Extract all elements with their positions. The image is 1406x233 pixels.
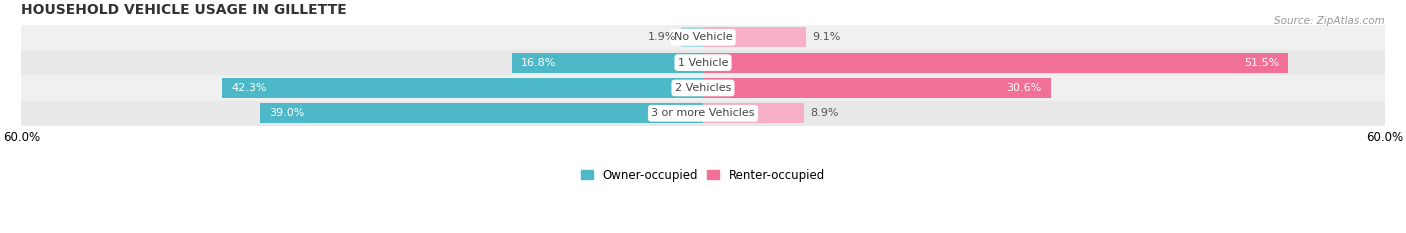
Text: 42.3%: 42.3%	[232, 83, 267, 93]
Bar	[222, 78, 703, 98]
Bar	[512, 53, 703, 72]
Text: HOUSEHOLD VEHICLE USAGE IN GILLETTE: HOUSEHOLD VEHICLE USAGE IN GILLETTE	[21, 3, 347, 17]
Text: 16.8%: 16.8%	[522, 58, 557, 68]
Bar	[21, 50, 1385, 75]
Text: 8.9%: 8.9%	[810, 108, 838, 118]
Text: 1.9%: 1.9%	[647, 32, 676, 42]
Text: Source: ZipAtlas.com: Source: ZipAtlas.com	[1274, 16, 1385, 26]
Bar	[260, 103, 703, 123]
Bar	[21, 25, 1385, 50]
Text: No Vehicle: No Vehicle	[673, 32, 733, 42]
Bar	[703, 27, 807, 47]
Bar	[21, 75, 1385, 101]
Text: 1 Vehicle: 1 Vehicle	[678, 58, 728, 68]
Text: 3 or more Vehicles: 3 or more Vehicles	[651, 108, 755, 118]
Text: 2 Vehicles: 2 Vehicles	[675, 83, 731, 93]
Text: 30.6%: 30.6%	[1007, 83, 1042, 93]
Text: 51.5%: 51.5%	[1244, 58, 1279, 68]
Text: 39.0%: 39.0%	[269, 108, 304, 118]
Bar	[703, 103, 804, 123]
Bar	[703, 78, 1050, 98]
Legend: Owner-occupied, Renter-occupied: Owner-occupied, Renter-occupied	[576, 164, 830, 186]
Bar	[21, 101, 1385, 126]
Bar	[703, 53, 1288, 72]
Text: 9.1%: 9.1%	[813, 32, 841, 42]
Bar	[682, 27, 703, 47]
